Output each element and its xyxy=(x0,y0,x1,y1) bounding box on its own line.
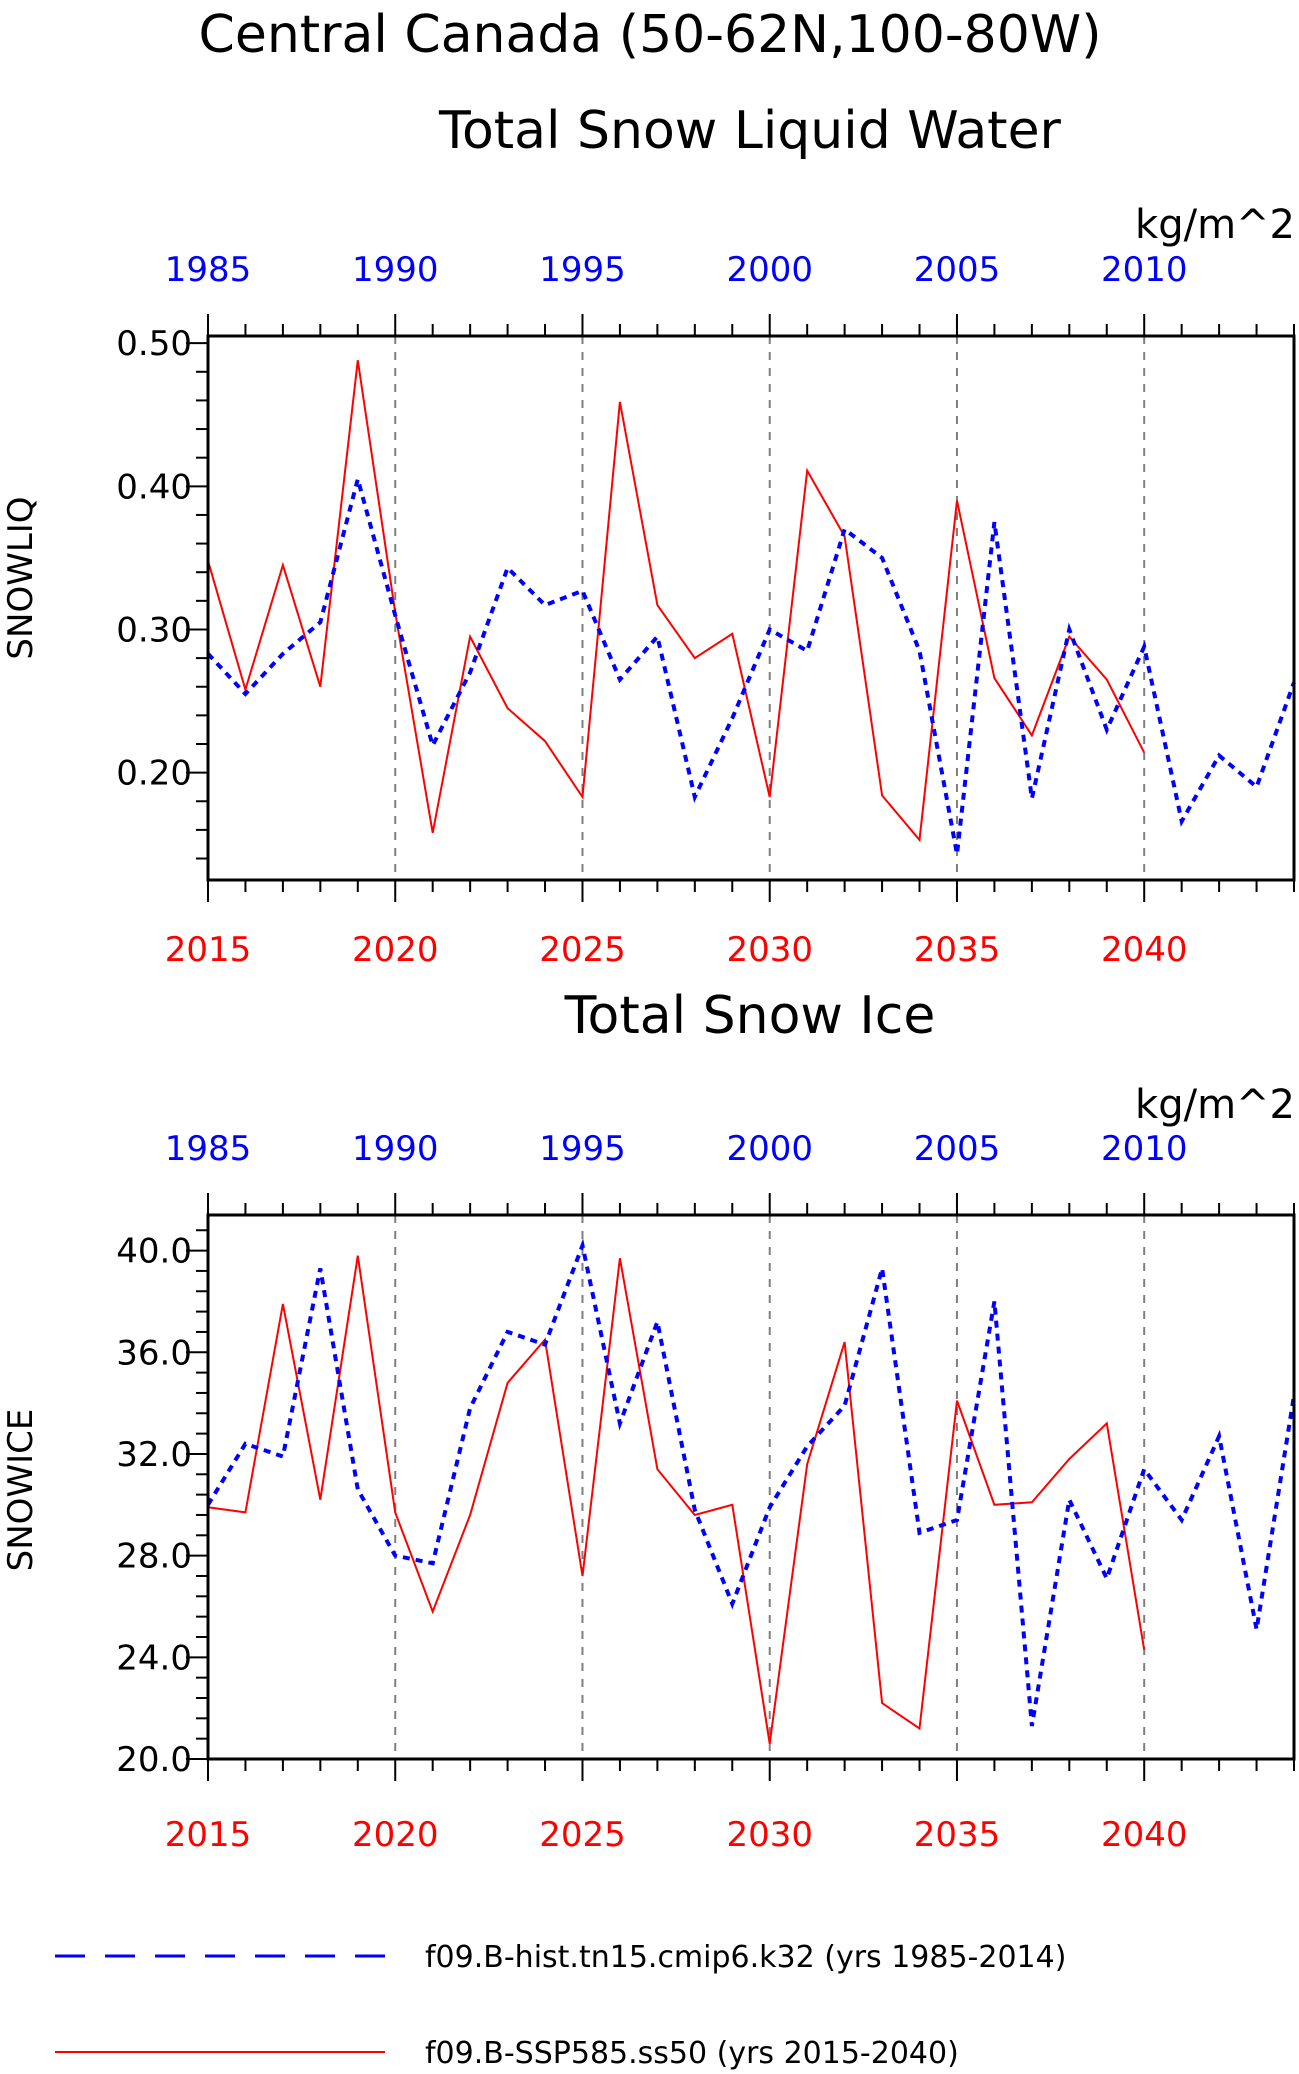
x-tick-label-top: 2010 xyxy=(1101,250,1188,290)
x-tick-label-bottom: 2030 xyxy=(726,930,813,970)
units-label: kg/m^2 xyxy=(1135,202,1295,248)
x-tick-label-top: 1985 xyxy=(165,1129,252,1169)
figure-suptitle: Central Canada (50-62N,100-80W) xyxy=(199,5,1102,65)
plot-frame xyxy=(206,1213,1296,1761)
x-tick-label-top: 2000 xyxy=(726,250,813,290)
y-tick-label: 28.0 xyxy=(116,1537,192,1577)
y-tick-label: 0.30 xyxy=(116,610,192,650)
x-tick-label-bottom: 2040 xyxy=(1101,930,1188,970)
plot-frame xyxy=(206,334,1296,882)
x-tick-label-bottom: 2020 xyxy=(352,1815,439,1855)
y-tick-label: 32.0 xyxy=(116,1435,192,1475)
series-lines xyxy=(206,1238,1296,1744)
legend: f09.B-hist.tn15.cmip6.k32 (yrs 1985-2014… xyxy=(55,1940,1066,2071)
panel-title: Total Snow Ice xyxy=(564,986,936,1046)
grid-lines xyxy=(394,336,1146,880)
x-tick-label-top: 1995 xyxy=(539,250,626,290)
grid-lines xyxy=(394,1215,1146,1759)
x-tick-label-top: 2000 xyxy=(726,1129,813,1169)
units-label: kg/m^2 xyxy=(1135,1082,1295,1128)
x-tick-label-top: 1990 xyxy=(352,250,439,290)
y-tick-label: 36.0 xyxy=(116,1333,192,1373)
legend-label-hist: f09.B-hist.tn15.cmip6.k32 (yrs 1985-2014… xyxy=(425,1940,1066,1975)
y-tick-label: 0.50 xyxy=(116,324,192,364)
x-tick-label-bottom: 2020 xyxy=(352,930,439,970)
series-line-hist xyxy=(206,1238,1296,1727)
panel-snowliq: Total Snow Liquid Water kg/m^2 SNOWLIQ 2… xyxy=(1,101,1296,970)
panel-title: Total Snow Liquid Water xyxy=(438,101,1062,161)
x-tick-label-bottom: 2015 xyxy=(165,1815,252,1855)
x-tick-label-bottom: 2025 xyxy=(539,1815,626,1855)
x-tick-label-bottom: 2015 xyxy=(165,930,252,970)
y-axis-label: SNOWICE xyxy=(1,1409,41,1572)
x-tick-label-bottom: 2030 xyxy=(726,1815,813,1855)
x-tick-label-top: 1985 xyxy=(165,250,252,290)
x-tick-label-top: 1990 xyxy=(352,1129,439,1169)
axes: 2015 1985 2020 1990 2025 1995 2030 2000 2035 2005… xyxy=(116,250,1295,970)
y-tick-label: 20.0 xyxy=(116,1740,192,1780)
series-line-ssp xyxy=(207,360,1146,843)
legend-label-ssp: f09.B-SSP585.ss50 (yrs 2015-2040) xyxy=(425,2036,959,2071)
x-tick-label-top: 2010 xyxy=(1101,1129,1188,1169)
x-tick-label-top: 2005 xyxy=(914,1129,1001,1169)
x-tick-label-top: 2005 xyxy=(914,250,1001,290)
series-lines xyxy=(206,360,1296,855)
y-tick-label: 0.20 xyxy=(116,754,192,794)
x-tick-label-bottom: 2025 xyxy=(539,930,626,970)
y-axis-label: SNOWLIQ xyxy=(1,496,41,659)
series-line-hist xyxy=(206,471,1296,855)
y-tick-label: 24.0 xyxy=(116,1638,192,1678)
x-tick-label-bottom: 2035 xyxy=(914,1815,1001,1855)
x-tick-label-bottom: 2040 xyxy=(1101,1815,1188,1855)
axes: 2015 1985 2020 1990 2025 1995 2030 2000 2035 2005… xyxy=(116,1129,1295,1855)
y-tick-label: 0.40 xyxy=(116,467,192,507)
series-line-ssp xyxy=(207,1255,1146,1744)
x-tick-label-top: 1995 xyxy=(539,1129,626,1169)
x-tick-label-bottom: 2035 xyxy=(914,930,1001,970)
panel-snowice: Total Snow Ice kg/m^2 SNOWICE 2015198520… xyxy=(1,986,1296,1855)
y-tick-label: 40.0 xyxy=(116,1232,192,1272)
